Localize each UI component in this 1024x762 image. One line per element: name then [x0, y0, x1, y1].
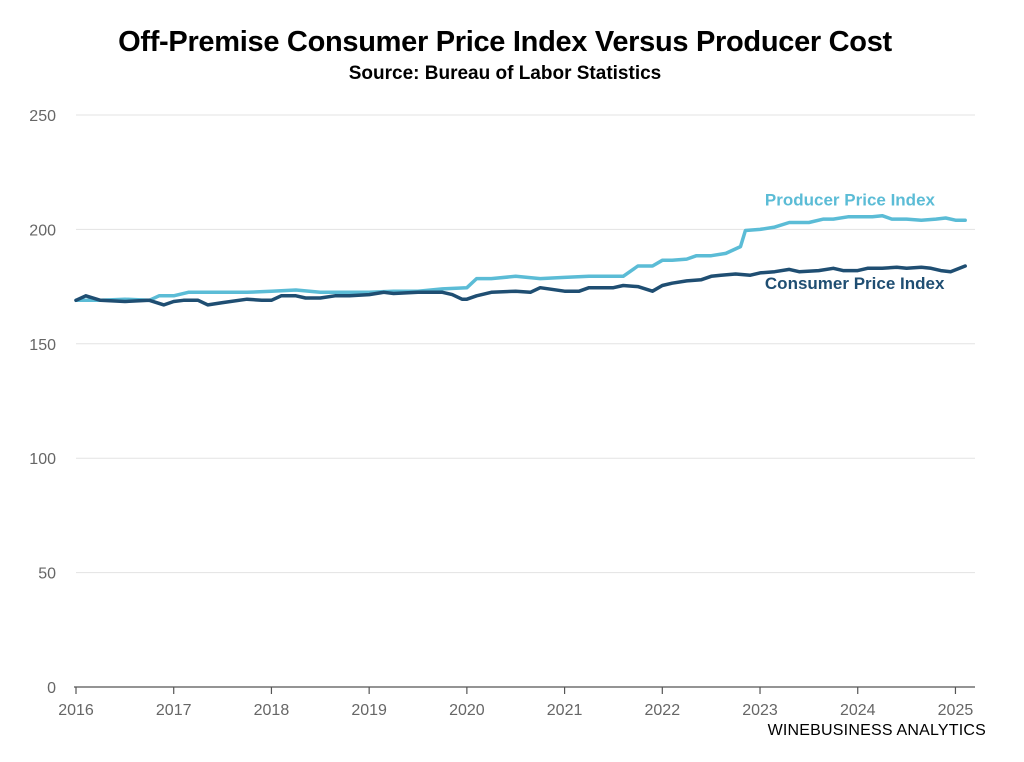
producer-price-index-line: [74, 213, 967, 303]
x-tick-label: 2021: [547, 702, 583, 719]
x-tick-label: 2020: [449, 702, 485, 719]
y-tick-label: 150: [29, 337, 56, 354]
consumer-price-index-label: Consumer Price Index: [765, 274, 945, 293]
x-tick-label: 2024: [840, 702, 876, 719]
x-tick-label: 2022: [645, 702, 681, 719]
y-tick-label: 250: [29, 108, 56, 125]
y-tick-label: 100: [29, 451, 56, 468]
chart-title: Off-Premise Consumer Price Index Versus …: [118, 26, 892, 58]
y-tick-label: 50: [38, 566, 56, 583]
chart-subtitle: Source: Bureau of Labor Statistics: [348, 63, 662, 84]
y-tick-label: 0: [47, 680, 56, 697]
y-tick-label: 200: [29, 222, 56, 239]
x-tick-label: 2025: [938, 702, 974, 719]
x-tick-label: 2018: [254, 702, 290, 719]
analytics-credit: WINEBUSINESS ANALYTICS: [767, 722, 986, 739]
producer-price-index-label: Producer Price Index: [765, 190, 936, 209]
x-tick-label: 2023: [742, 702, 778, 719]
x-tick-label: 2019: [351, 702, 387, 719]
x-tick-label: 2016: [58, 702, 94, 719]
consumer-price-index-line: [74, 264, 967, 307]
x-tick-label: 2017: [156, 702, 192, 719]
